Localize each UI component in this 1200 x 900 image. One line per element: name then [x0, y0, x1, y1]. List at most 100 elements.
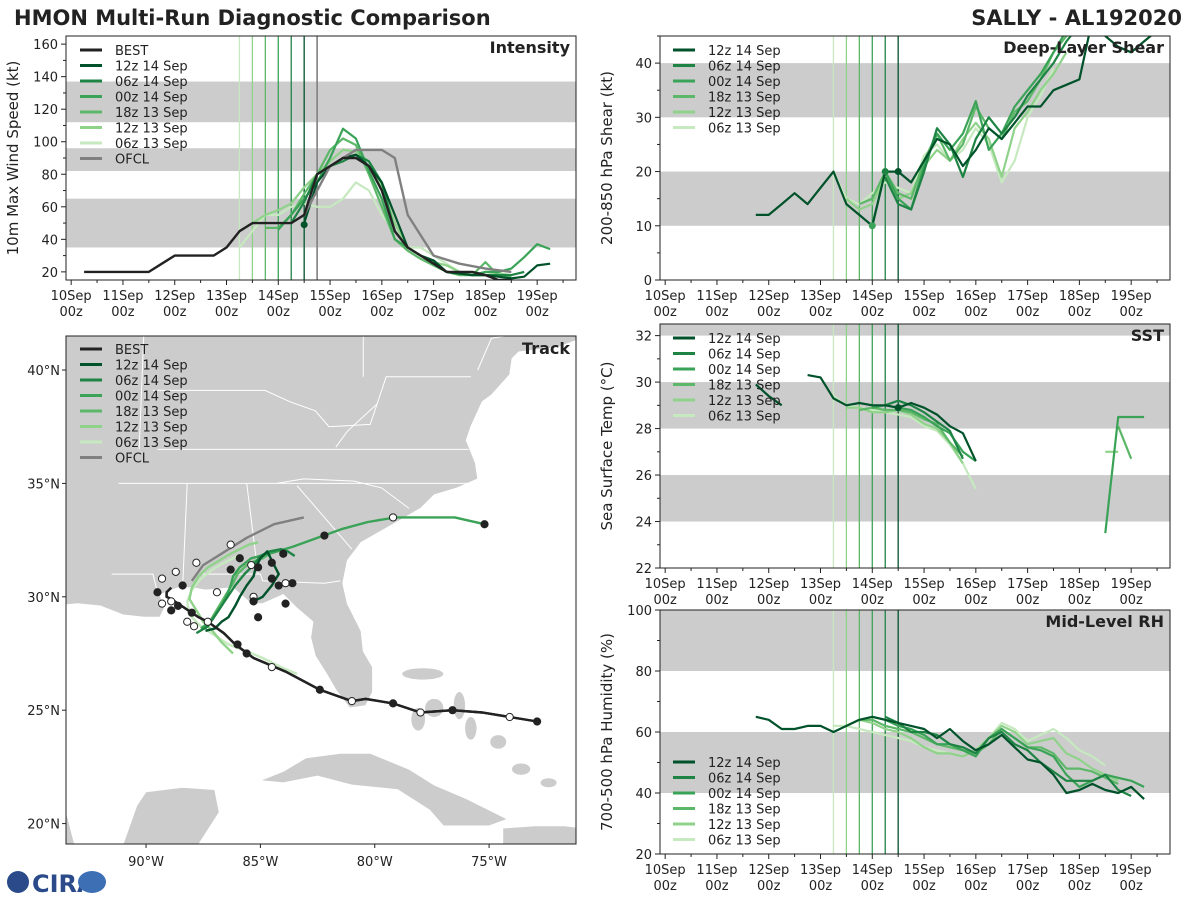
- intensity-xtick-label: 15Sep: [310, 289, 351, 304]
- rh-xtick-label: 12Sep: [748, 863, 789, 878]
- rh-xtick-sublabel: 00z: [653, 879, 677, 894]
- track-point: [153, 588, 162, 597]
- sst-xtick-sublabel: 00z: [705, 593, 729, 608]
- intensity-legend-label: OFCL: [115, 153, 150, 168]
- rh-legend-label: 00z 14 Sep: [708, 787, 781, 802]
- rh-xtick-label: 13Sep: [800, 863, 841, 878]
- track-point: [480, 520, 489, 529]
- intensity-ytick-label: 100: [33, 136, 58, 151]
- rh-xtick-sublabel: 00z: [809, 879, 833, 894]
- rh-ytick-label: 40: [635, 787, 652, 802]
- shear-xtick-sublabel: 00z: [809, 305, 833, 320]
- cira-logo-badge: [78, 871, 106, 893]
- track-legend-label: 00z 14 Sep: [115, 390, 188, 405]
- sst-series-line: [807, 374, 977, 462]
- track-point: [171, 567, 180, 576]
- sst-series-line: [1104, 415, 1145, 534]
- intensity-xtick-sublabel: 00z: [215, 305, 239, 320]
- track-point: [505, 712, 514, 722]
- shear-series-line: [884, 36, 1073, 211]
- state-border: [111, 573, 158, 593]
- state-border: [152, 376, 471, 428]
- rh-xtick-label: 11Sep: [696, 863, 737, 878]
- sst-xtick-sublabel: 00z: [861, 593, 885, 608]
- rh-series-line: [884, 715, 1132, 797]
- rh-xtick-sublabel: 00z: [757, 879, 781, 894]
- land-mexico-yucatan: [66, 786, 220, 844]
- sst-xtick-sublabel: 00z: [1016, 593, 1040, 608]
- track-legend-label: 06z 14 Sep: [115, 374, 188, 389]
- sst-xtick-label: 12Sep: [748, 577, 789, 592]
- shear-series-line: [871, 36, 1065, 227]
- track-point: [235, 554, 244, 563]
- intensity-legend-label: 06z 13 Sep: [115, 137, 188, 152]
- track-legend-label: 18z 13 Sep: [115, 405, 188, 420]
- intensity-xtick-sublabel: 00z: [111, 305, 135, 320]
- shear-title: Deep-Layer Shear: [1003, 38, 1164, 57]
- sst-xtick-sublabel: 00z: [757, 593, 781, 608]
- rh-xtick-sublabel: 00z: [705, 879, 729, 894]
- rh-legend-label: 12z 14 Sep: [708, 756, 781, 771]
- sst-xtick-label: 10Sep: [645, 577, 686, 592]
- intensity-xtick-sublabel: 00z: [163, 305, 187, 320]
- shear-legend-label: 06z 13 Sep: [708, 122, 781, 137]
- intensity-ytick-label: 60: [41, 201, 58, 216]
- shear-panel: 01020304010Sep00z11Sep00z12Sep00z13Sep00…: [598, 35, 1171, 320]
- land-hispaniola: [502, 825, 576, 844]
- intensity-xtick-sublabel: 00z: [474, 305, 498, 320]
- rh-xtick-label: 19Sep: [1111, 863, 1152, 878]
- state-border: [246, 483, 259, 575]
- sst-series-line: [859, 406, 964, 458]
- shear-xtick-label: 17Sep: [1007, 289, 1048, 304]
- sst-series-line: [755, 383, 783, 407]
- sst-series-line: [1117, 425, 1133, 460]
- figure-title: HMON Multi-Run Diagnostic Comparison: [14, 6, 491, 30]
- track-title: Track: [522, 339, 570, 358]
- intensity-xtick-label: 14Sep: [258, 289, 299, 304]
- state-border: [200, 573, 341, 584]
- track-point: [226, 540, 235, 549]
- sst-shade-band: [660, 475, 1170, 522]
- intensity-panel: 2040608010012014016010Sep00z11Sep00z12Se…: [4, 35, 577, 320]
- intensity-ylabel: 10m Max Wind Speed (kt): [4, 61, 22, 256]
- sst-panel: 22242628303210Sep00z11Sep00z12Sep00z13Se…: [598, 323, 1171, 608]
- sst-xtick-label: 16Sep: [955, 577, 996, 592]
- track-point: [249, 597, 258, 606]
- intensity-xtick-label: 16Sep: [361, 289, 402, 304]
- shear-xtick-label: 13Sep: [800, 289, 841, 304]
- sst-title: SST: [1131, 326, 1164, 345]
- sst-series-line: [846, 406, 964, 464]
- track-point: [267, 574, 276, 583]
- intensity-xtick-label: 18Sep: [465, 289, 506, 304]
- track-map-area: [66, 336, 576, 844]
- track-point: [212, 588, 222, 597]
- intensity-xtick-sublabel: 00z: [370, 305, 394, 320]
- sst-xtick-sublabel: 00z: [653, 593, 677, 608]
- shear-marker: [894, 168, 902, 176]
- shear-xtick-label: 16Sep: [955, 289, 996, 304]
- rh-ytick-label: 20: [635, 848, 652, 863]
- shear-xtick-label: 10Sep: [645, 289, 686, 304]
- track-point: [533, 717, 542, 726]
- rh-xtick-sublabel: 00z: [861, 879, 885, 894]
- track-point: [416, 708, 425, 717]
- shear-xtick-sublabel: 00z: [1119, 305, 1143, 320]
- track-point: [267, 663, 276, 672]
- sst-plot-area: [660, 324, 1170, 568]
- shear-legend-label: 18z 13 Sep: [708, 91, 781, 106]
- sst-xtick-label: 17Sep: [1007, 577, 1048, 592]
- sst-xtick-label: 18Sep: [1059, 577, 1100, 592]
- shear-xtick-sublabel: 00z: [1068, 305, 1092, 320]
- track-point: [167, 597, 176, 606]
- sst-legend-label: 06z 13 Sep: [708, 410, 781, 425]
- land-bahamas-island: [402, 668, 444, 680]
- state-border: [182, 483, 188, 588]
- track-lon-label: 90°W: [128, 855, 164, 870]
- intensity-ytick-label: 80: [41, 168, 58, 183]
- sst-ytick-label: 24: [635, 516, 652, 531]
- shear-legend-label: 12z 13 Sep: [708, 106, 781, 121]
- track-lat-label: 30°N: [27, 591, 60, 606]
- rh-xtick-sublabel: 00z: [912, 879, 936, 894]
- rh-xtick-sublabel: 00z: [1068, 879, 1092, 894]
- track-point: [178, 581, 187, 590]
